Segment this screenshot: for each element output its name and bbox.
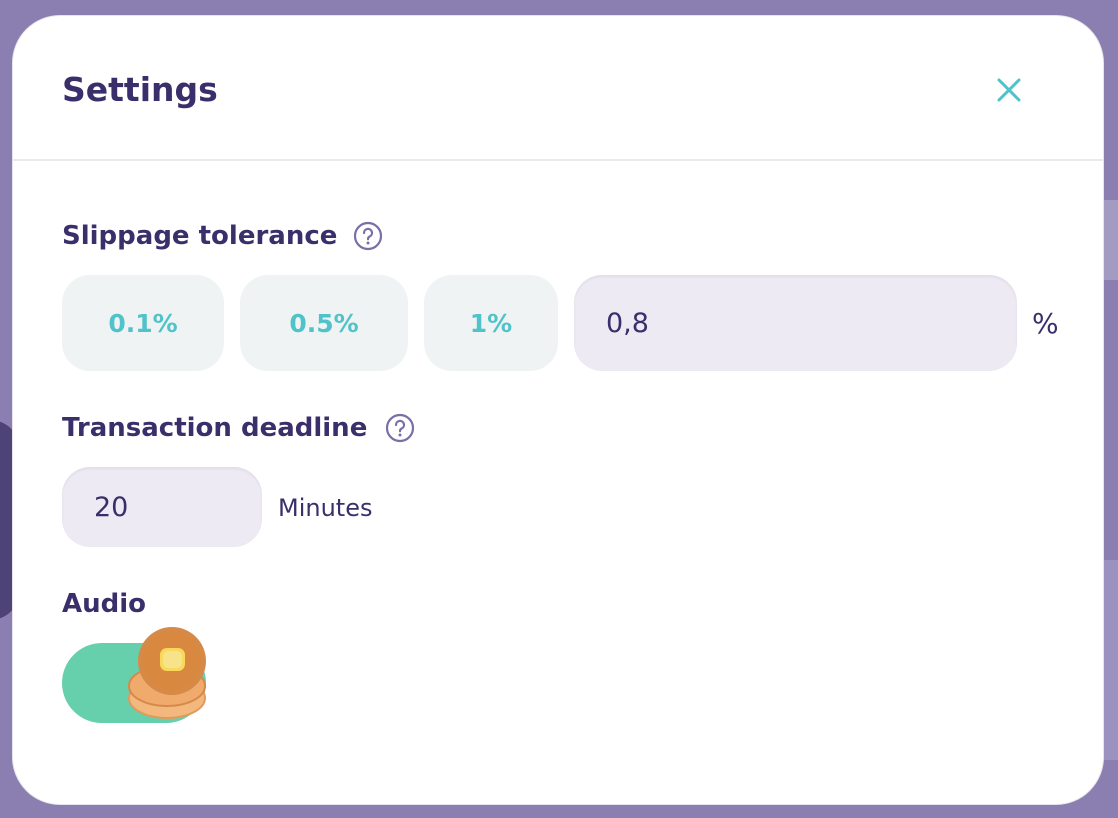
slippage-tolerance-label: Slippage tolerance xyxy=(62,221,338,251)
slippage-option-0-5-button[interactable]: 0.5% xyxy=(240,275,408,371)
modal-header: Settings xyxy=(13,16,1103,161)
transaction-deadline-label: Transaction deadline xyxy=(62,413,368,443)
slippage-custom-value: 0,8 xyxy=(606,307,649,339)
slippage-option-0-1-button[interactable]: 0.1% xyxy=(62,275,224,371)
pancake-icon[interactable] xyxy=(125,626,209,722)
question-circle-icon[interactable] xyxy=(385,413,415,443)
settings-modal: Settings Slippage tolerance 0.1% 0.5% 1%… xyxy=(12,15,1104,805)
audio-label: Audio xyxy=(62,589,147,619)
deadline-minutes-input[interactable]: 20 xyxy=(62,467,262,547)
slippage-custom-input[interactable]: 0,8 xyxy=(574,275,1017,371)
slippage-option-1-button[interactable]: 1% xyxy=(424,275,558,371)
close-icon[interactable] xyxy=(991,72,1027,108)
deadline-unit-label: Minutes xyxy=(278,494,373,522)
slippage-unit-label: % xyxy=(1032,307,1059,340)
question-circle-icon[interactable] xyxy=(353,221,383,251)
deadline-value: 20 xyxy=(94,491,129,523)
modal-title: Settings xyxy=(62,70,218,109)
